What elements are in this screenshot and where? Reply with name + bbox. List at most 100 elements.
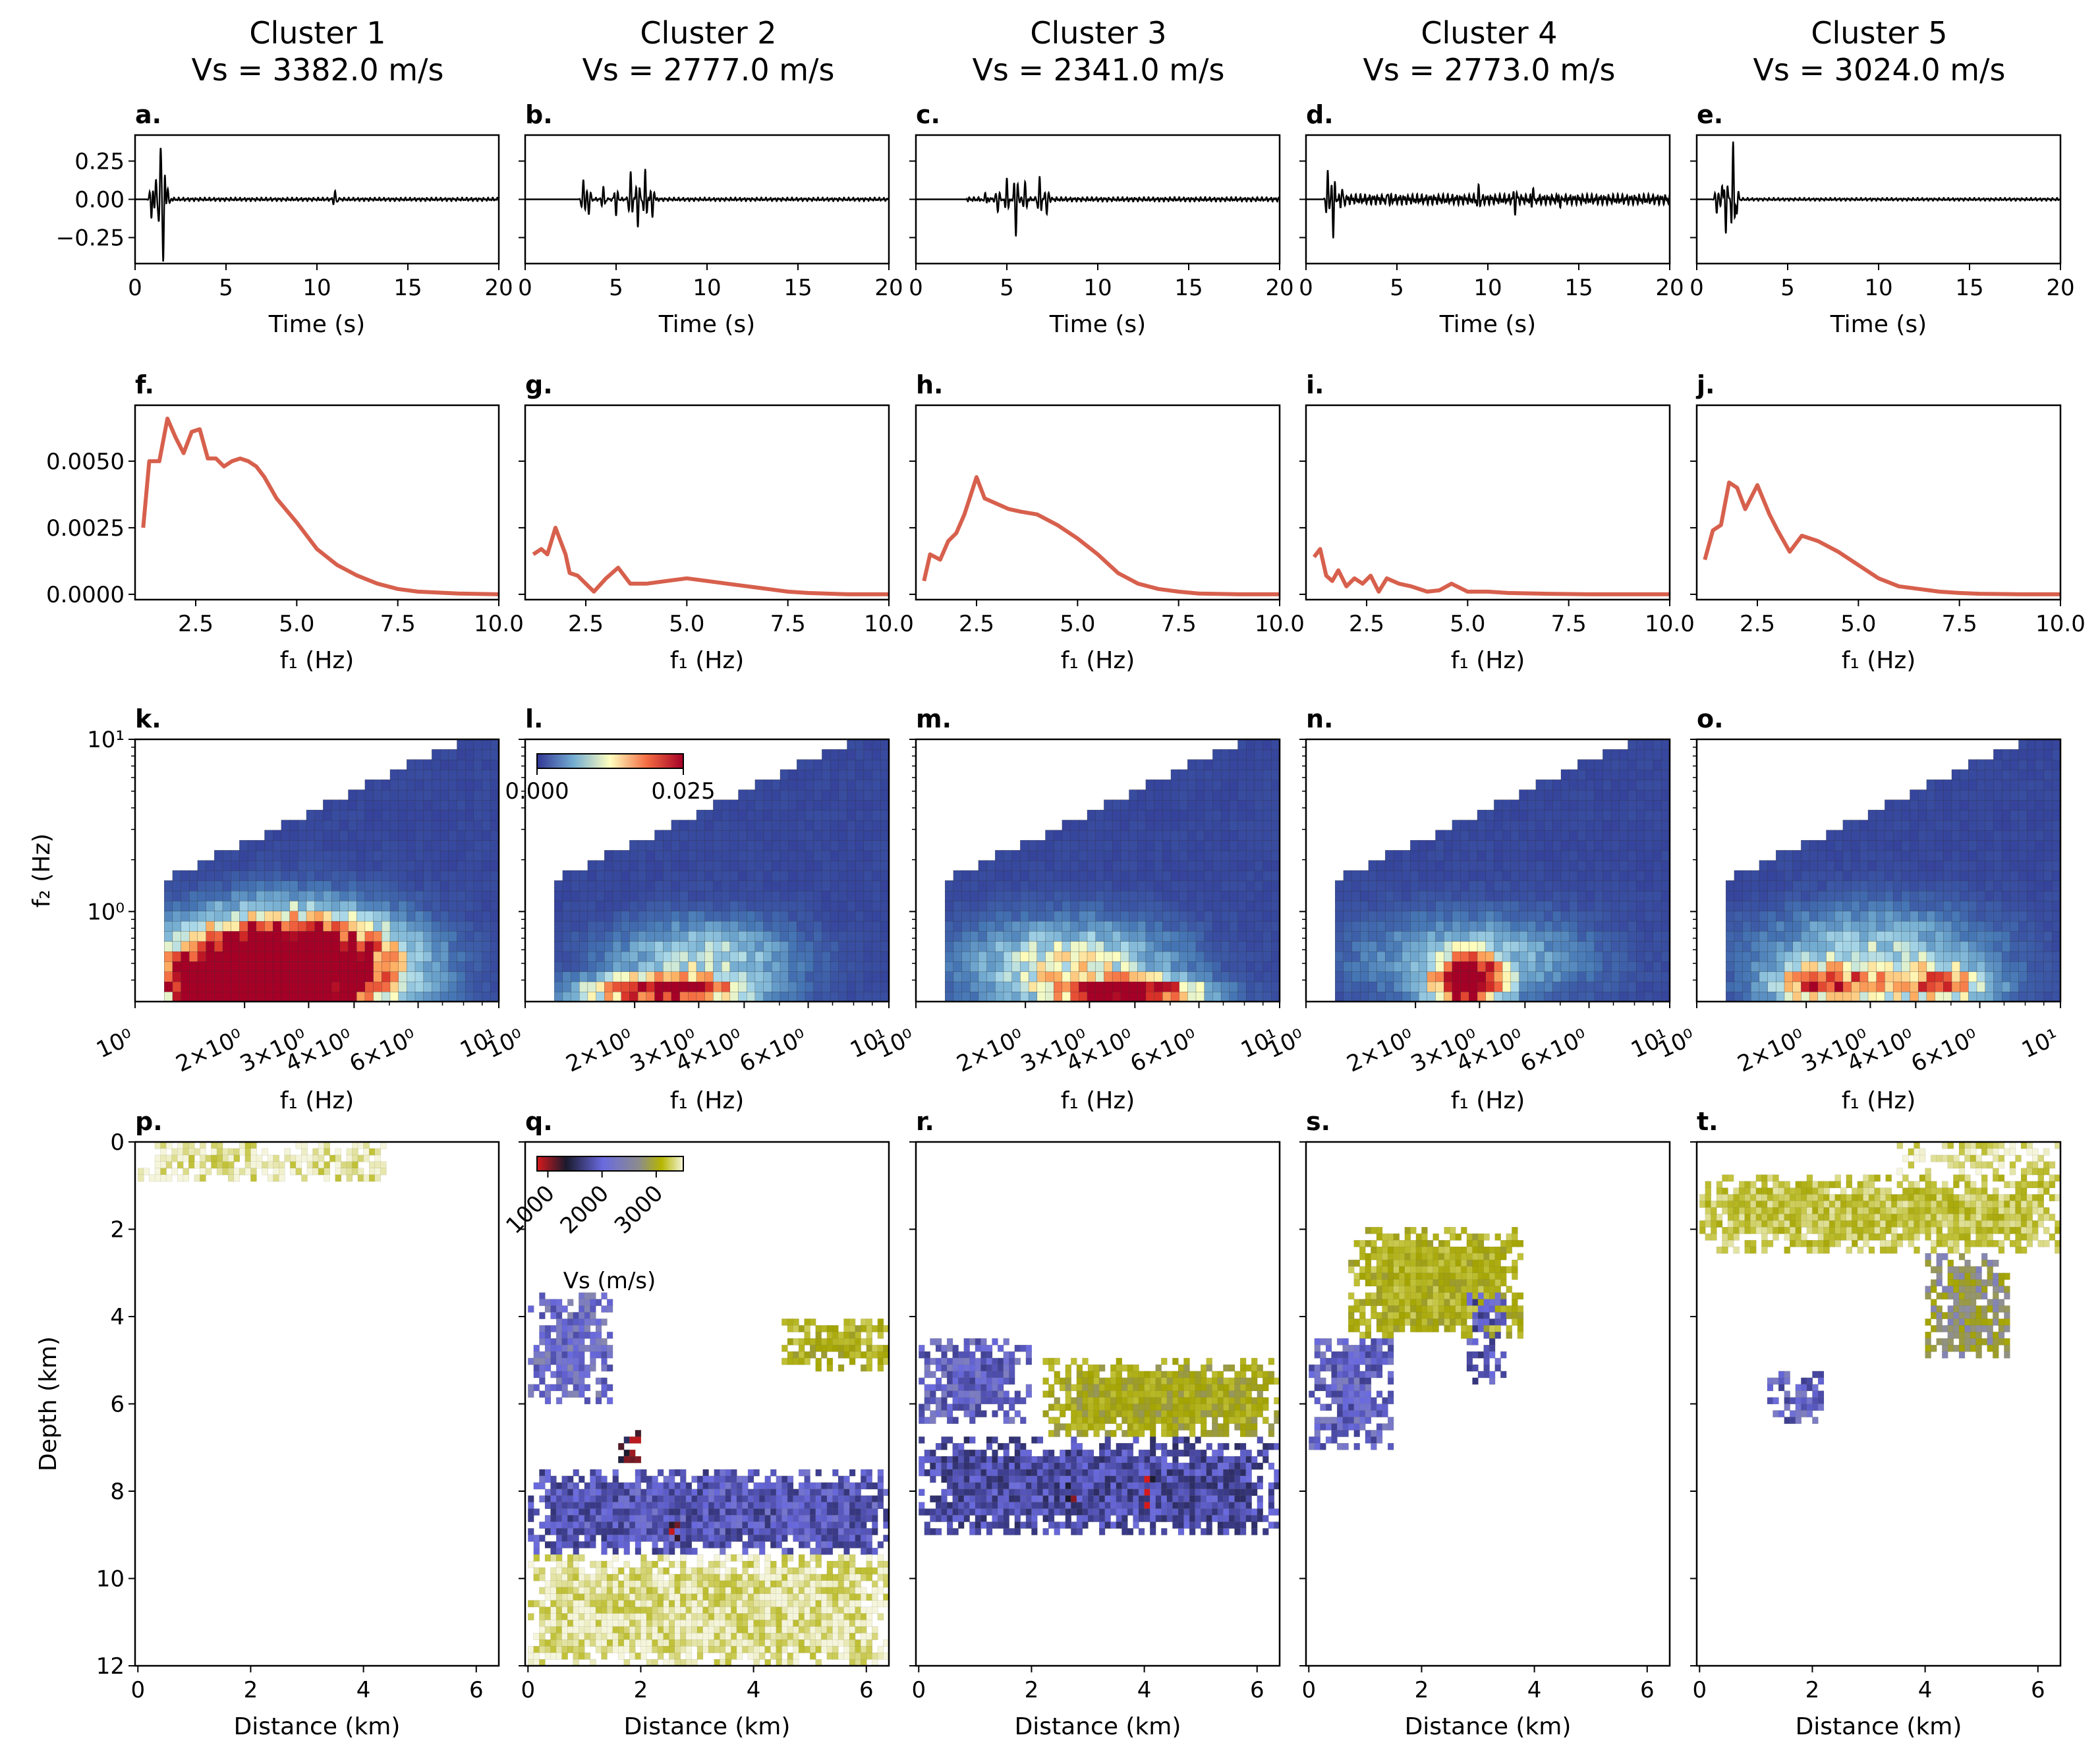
velocity-cell bbox=[561, 1495, 568, 1503]
heatmap-cell bbox=[1263, 810, 1272, 821]
velocity-cell bbox=[544, 1645, 552, 1653]
heatmap-cell bbox=[1028, 941, 1038, 952]
heatmap-cell bbox=[432, 780, 441, 791]
heatmap-cell bbox=[407, 941, 416, 952]
heatmap-cell bbox=[1271, 921, 1280, 932]
heatmap-cell bbox=[1220, 810, 1230, 821]
velocity-cell bbox=[544, 1390, 552, 1398]
heatmap-cell bbox=[2027, 759, 2036, 770]
heatmap-cell bbox=[189, 911, 198, 922]
heatmap-cell bbox=[671, 930, 681, 942]
x-tick-label: 6×10⁰ bbox=[1516, 1024, 1591, 1077]
velocity-cell bbox=[539, 1299, 546, 1307]
heatmap-cell bbox=[788, 880, 798, 892]
heatmap-cell bbox=[1993, 830, 2002, 841]
heatmap-cell bbox=[2027, 890, 2036, 901]
heatmap-cell bbox=[1485, 981, 1495, 992]
heatmap-cell bbox=[1767, 951, 1777, 962]
velocity-cell bbox=[539, 1567, 546, 1575]
heatmap-cell bbox=[1368, 930, 1378, 942]
heatmap-cell bbox=[1859, 981, 1869, 992]
velocity-cell bbox=[539, 1469, 546, 1477]
heatmap-cell bbox=[1435, 860, 1444, 871]
heatmap-cell bbox=[264, 900, 273, 911]
heatmap-cell bbox=[1087, 941, 1096, 952]
heatmap-cell bbox=[1935, 810, 1944, 821]
heatmap-cell bbox=[2001, 820, 2011, 831]
heatmap-cell bbox=[747, 850, 756, 861]
heatmap-cell bbox=[961, 991, 971, 1002]
heatmap-cell bbox=[414, 759, 424, 770]
velocity-cell bbox=[601, 1305, 608, 1313]
velocity-cell bbox=[369, 1174, 376, 1182]
heatmap-cell bbox=[1036, 961, 1046, 972]
heatmap-cell bbox=[1229, 759, 1239, 770]
velocity-cell bbox=[262, 1168, 268, 1176]
heatmap-cell bbox=[863, 810, 873, 821]
velocity-cell bbox=[595, 1521, 602, 1529]
heatmap-cell bbox=[2043, 930, 2053, 942]
heatmap-cell bbox=[772, 890, 781, 901]
heatmap-cell bbox=[1610, 860, 1620, 871]
velocity-cell bbox=[149, 1174, 156, 1182]
heatmap-cell bbox=[1859, 941, 1869, 952]
heatmap-cell bbox=[1393, 961, 1403, 972]
heatmap-cell bbox=[1335, 900, 1344, 911]
heatmap-cell bbox=[822, 870, 831, 882]
heatmap-cell bbox=[596, 930, 606, 942]
heatmap-cell bbox=[1951, 930, 1961, 942]
heatmap-cell bbox=[1603, 951, 1612, 962]
heatmap-cell bbox=[738, 870, 747, 882]
heatmap-cell bbox=[822, 900, 831, 911]
heatmap-cell bbox=[562, 961, 572, 972]
heatmap-cell bbox=[621, 900, 631, 911]
heatmap-cell bbox=[440, 820, 449, 831]
velocity-cell bbox=[539, 1475, 546, 1483]
velocity-cell bbox=[561, 1475, 568, 1483]
heatmap-cell bbox=[830, 749, 839, 760]
heatmap-cell bbox=[822, 921, 831, 932]
heatmap-cell bbox=[306, 870, 316, 882]
heatmap-cell bbox=[1410, 900, 1419, 911]
heatmap-cell bbox=[1376, 880, 1386, 892]
velocity-cell bbox=[601, 1475, 608, 1483]
heatmap-cell bbox=[788, 890, 798, 901]
velocity-cell bbox=[550, 1626, 557, 1634]
velocity-cell bbox=[539, 1587, 546, 1595]
heatmap-cell bbox=[637, 981, 647, 992]
heatmap-cell bbox=[587, 961, 597, 972]
heatmap-cell bbox=[482, 810, 492, 821]
heatmap-cell bbox=[448, 820, 458, 831]
heatmap-cell bbox=[1112, 830, 1121, 841]
heatmap-cell bbox=[1087, 810, 1096, 821]
heatmap-cell bbox=[407, 900, 416, 911]
velocity-cell bbox=[183, 1168, 189, 1176]
heatmap-cell bbox=[222, 951, 232, 962]
heatmap-cell bbox=[1993, 870, 2002, 882]
heatmap-cell bbox=[1154, 799, 1164, 810]
y-axis-label: Depth (km) bbox=[35, 1336, 62, 1471]
velocity-cell bbox=[363, 1148, 370, 1156]
heatmap-cell bbox=[1985, 890, 1995, 901]
heatmap-cell bbox=[663, 930, 672, 942]
heatmap-cell bbox=[2001, 921, 2011, 932]
heatmap-cell bbox=[1876, 941, 1886, 952]
heatmap-cell bbox=[1036, 981, 1046, 992]
heatmap-cell bbox=[780, 880, 789, 892]
heatmap-cell bbox=[1087, 971, 1096, 982]
heatmap-cell bbox=[788, 971, 798, 982]
x-tick-label: 6×10⁰ bbox=[1126, 1024, 1201, 1077]
heatmap-cell bbox=[1162, 860, 1172, 871]
heatmap-cell bbox=[663, 911, 672, 922]
heatmap-cell bbox=[1179, 850, 1189, 861]
heatmap-cell bbox=[1070, 880, 1080, 892]
heatmap-cell bbox=[1385, 870, 1394, 882]
velocity-cell bbox=[561, 1587, 568, 1595]
heatmap-cell bbox=[1636, 971, 1645, 982]
heatmap-cell bbox=[1901, 850, 1911, 861]
heatmap-cell bbox=[696, 930, 706, 942]
heatmap-cell bbox=[1826, 839, 1835, 851]
x-axis-label: f₁ (Hz) bbox=[1061, 647, 1135, 674]
x-tick-label: 20 bbox=[1655, 275, 1684, 301]
heatmap-cell bbox=[398, 981, 408, 992]
